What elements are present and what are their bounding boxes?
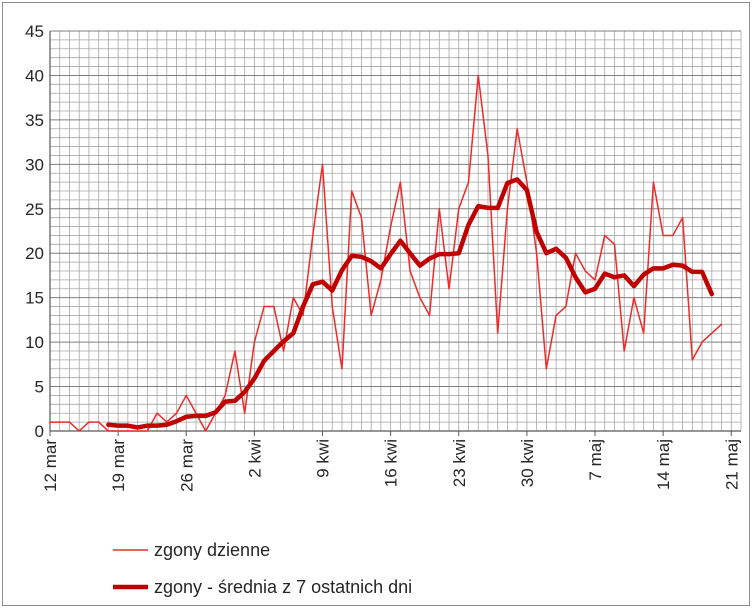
y-tick-label: 0 (35, 422, 44, 441)
y-tick-label: 20 (25, 244, 44, 263)
y-axis-ticks: 0 5 10 15 20 25 30 35 40 45 (25, 22, 44, 441)
x-axis-ticks: 12 mar 19 mar 26 mar 2 kwi 9 kwi 16 kwi 23 kwi… (41, 431, 741, 492)
x-tick-label: 9 kwi (314, 439, 333, 478)
legend-label-average: zgony - średnia z 7 ostatnich dni (154, 577, 412, 597)
y-tick-label: 10 (25, 333, 44, 352)
x-tick-label: 21 maj (722, 439, 741, 490)
y-tick-label: 30 (25, 155, 44, 174)
y-tick-label: 5 (35, 378, 44, 397)
chart-grid (49, 30, 742, 432)
x-tick-label: 2 kwi (245, 439, 264, 478)
chart-axes (49, 31, 741, 432)
legend-label-daily: zgony dzienne (154, 540, 270, 560)
x-tick-label: 30 kwi (518, 439, 537, 487)
y-tick-label: 35 (25, 111, 44, 130)
x-tick-label: 23 kwi (450, 439, 469, 487)
chart-legend: zgony dzienne zgony - średnia z 7 ostatn… (113, 540, 412, 597)
y-tick-label: 15 (25, 289, 44, 308)
chart-series (49, 74, 723, 432)
x-tick-label: 16 kwi (382, 439, 401, 487)
series-line-average (106, 177, 715, 430)
x-tick-label: 26 mar (177, 439, 196, 492)
x-tick-label: 19 mar (109, 439, 128, 492)
y-tick-label: 45 (25, 22, 44, 41)
y-tick-label: 40 (25, 66, 44, 85)
x-tick-label: 7 maj (586, 439, 605, 481)
x-tick-label: 12 mar (41, 439, 60, 492)
y-tick-label: 25 (25, 200, 44, 219)
x-tick-label: 14 maj (654, 439, 673, 490)
series-line-daily (49, 74, 723, 432)
